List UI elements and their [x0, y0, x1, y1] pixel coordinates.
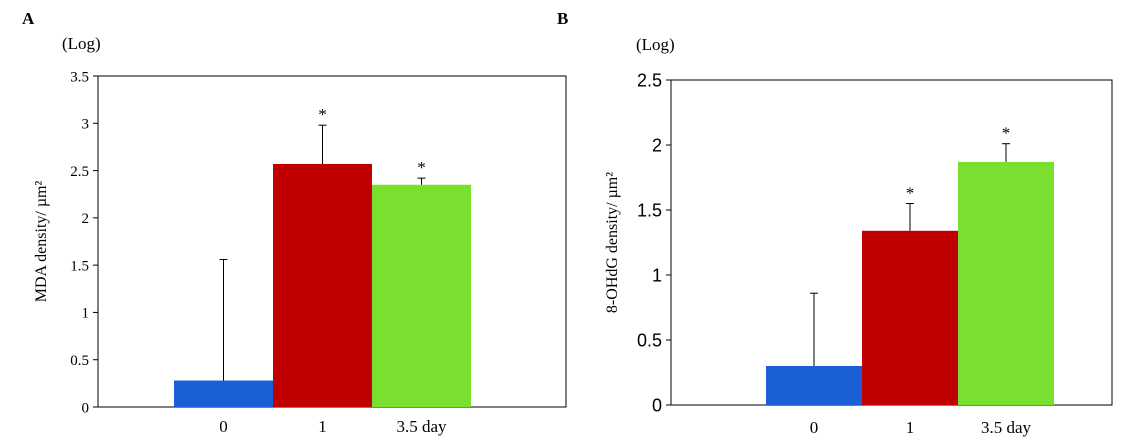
bar-0: [766, 366, 862, 405]
significance-marker: *: [417, 158, 426, 177]
significance-marker: *: [318, 105, 327, 124]
y-tick-label: 2: [82, 211, 90, 227]
x-category-label: 0: [219, 417, 228, 436]
y-tick-label: 2.5: [70, 164, 89, 180]
y-tick-label: 0: [652, 395, 662, 415]
bar-3-5-day: [958, 161, 1054, 405]
y-tick-label: 1: [652, 265, 662, 285]
y-unit-label: (Log): [636, 35, 675, 54]
x-category-label: 0: [810, 418, 819, 437]
y-tick-label: 2: [652, 135, 662, 155]
y-unit-label: (Log): [62, 34, 101, 53]
x-category-label: 1: [318, 417, 327, 436]
significance-marker: *: [1002, 124, 1011, 143]
significance-marker: *: [906, 184, 915, 203]
panel-letter: B: [557, 9, 568, 28]
y-tick-label: 0.5: [70, 353, 89, 369]
y-tick-label: 1.5: [637, 200, 662, 220]
panel-letter: A: [22, 9, 35, 28]
bar-1: [862, 230, 958, 405]
y-tick-label: 2.5: [637, 70, 662, 90]
y-axis-label: MDA density/ µm²: [33, 181, 50, 303]
y-tick-label: 0: [82, 400, 90, 416]
y-tick-label: 0.5: [637, 330, 662, 350]
y-tick-label: 3.5: [70, 69, 89, 85]
y-tick-label: 3: [82, 117, 90, 133]
bar-0: [174, 380, 273, 407]
y-tick-label: 1: [82, 306, 90, 322]
bar-1: [273, 163, 372, 407]
bar-3-5-day: [372, 184, 471, 407]
x-category-label: 1: [906, 418, 915, 437]
y-tick-label: 1.5: [70, 258, 89, 274]
x-category-label: 3.5 day: [396, 417, 447, 436]
y-axis-label: 8-OHdG density/ µm²: [604, 172, 621, 313]
x-category-label: 3.5 day: [981, 418, 1032, 437]
